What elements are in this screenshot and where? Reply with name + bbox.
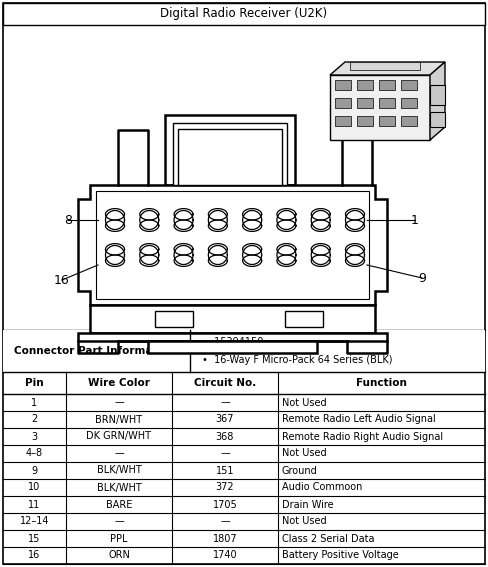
Text: 367: 367 [216,414,234,425]
Text: 9: 9 [418,272,426,285]
Text: Drain Wire: Drain Wire [282,500,334,510]
Text: BARE: BARE [106,500,132,510]
Text: Not Used: Not Used [282,397,326,408]
Bar [401,80,417,90]
Text: Not Used: Not Used [282,517,326,527]
Text: 3: 3 [31,431,38,442]
Text: 2: 2 [31,414,38,425]
Text: 12–14: 12–14 [20,517,49,527]
Text: 1807: 1807 [213,534,237,544]
Text: BLK/WHT: BLK/WHT [97,483,142,493]
Text: —: — [220,517,230,527]
Text: •  16-Way F Micro-Pack 64 Series (BLK): • 16-Way F Micro-Pack 64 Series (BLK) [202,355,392,365]
Text: —: — [220,448,230,459]
Bar [335,98,351,108]
Bar [173,123,287,185]
Text: 1: 1 [411,214,419,226]
Text: 8: 8 [64,214,72,226]
Text: PPL: PPL [110,534,128,544]
Text: ORN: ORN [108,551,130,561]
Text: Audio Commoon: Audio Commoon [282,483,363,493]
Text: Pin: Pin [25,378,44,388]
Bar [155,311,193,327]
Text: —: — [114,448,124,459]
Text: 9: 9 [31,466,38,476]
Polygon shape [78,185,387,305]
Text: 1740: 1740 [213,551,237,561]
Bar [335,116,351,126]
Bar [401,98,417,108]
Text: 1: 1 [31,397,38,408]
Text: Circuit No.: Circuit No. [194,378,256,388]
Text: 372: 372 [216,483,234,493]
Text: BRN/WHT: BRN/WHT [96,414,142,425]
Bar [330,75,430,140]
Text: Ground: Ground [282,466,318,476]
Text: Not Used: Not Used [282,448,326,459]
Text: DK GRN/WHT: DK GRN/WHT [86,431,151,442]
Text: 1705: 1705 [213,500,237,510]
Bar [401,116,417,126]
Text: Digital Radio Receiver (U2K): Digital Radio Receiver (U2K) [161,7,327,20]
Text: 16: 16 [28,551,41,561]
Bar [3,330,485,372]
Bar [379,80,395,90]
Bar [357,116,373,126]
Bar [96,191,369,299]
Text: Wire Color: Wire Color [88,378,150,388]
Text: 16: 16 [54,273,70,286]
Text: BLK/WHT: BLK/WHT [97,466,142,476]
Bar [350,62,420,70]
Bar [285,311,323,327]
Text: Function: Function [356,378,407,388]
Bar [148,341,317,353]
Text: —: — [114,397,124,408]
Text: Class 2 Serial Data: Class 2 Serial Data [282,534,374,544]
Text: 15: 15 [28,534,41,544]
Text: 368: 368 [216,431,234,442]
Text: Remote Radio Left Audio Signal: Remote Radio Left Audio Signal [282,414,436,425]
Bar [430,85,445,105]
Bar [430,112,445,127]
Text: 4–8: 4–8 [26,448,43,459]
Bar [379,98,395,108]
Bar [165,115,295,185]
Bar [178,129,282,185]
Text: •  15394150: • 15394150 [202,337,264,347]
Bar [357,98,373,108]
Text: Battery Positive Voltage: Battery Positive Voltage [282,551,399,561]
Bar [3,3,485,25]
Bar [90,305,375,333]
Text: Connector Part Information: Connector Part Information [14,346,176,356]
Text: —: — [114,517,124,527]
Text: 10: 10 [28,483,41,493]
Bar [335,80,351,90]
Text: —: — [220,397,230,408]
Text: 151: 151 [216,466,234,476]
Bar [78,333,387,341]
Polygon shape [330,62,445,75]
Text: Remote Radio Right Audio Signal: Remote Radio Right Audio Signal [282,431,443,442]
Text: 11: 11 [28,500,41,510]
Bar [357,80,373,90]
Polygon shape [430,62,445,140]
Bar [379,116,395,126]
